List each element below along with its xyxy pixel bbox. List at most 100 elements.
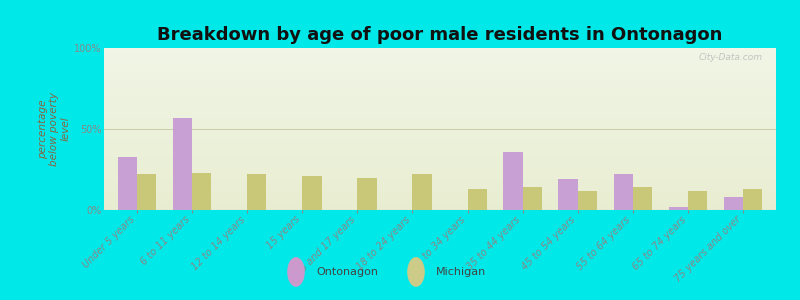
Bar xyxy=(104,191,776,192)
Bar xyxy=(104,92,776,93)
Bar xyxy=(743,189,762,210)
Bar xyxy=(104,59,776,60)
Y-axis label: percentage
below poverty
level: percentage below poverty level xyxy=(38,92,71,166)
Bar xyxy=(118,157,137,210)
Bar xyxy=(192,173,211,210)
Bar xyxy=(104,176,776,177)
Bar xyxy=(104,179,776,180)
Bar xyxy=(104,118,776,119)
Bar xyxy=(104,94,776,95)
Bar xyxy=(104,138,776,139)
Bar xyxy=(104,121,776,122)
Bar xyxy=(104,145,776,146)
Bar xyxy=(104,66,776,67)
Bar xyxy=(104,181,776,182)
Bar xyxy=(104,155,776,156)
Bar xyxy=(104,189,776,190)
Bar xyxy=(104,204,776,205)
Bar xyxy=(104,48,776,49)
Bar xyxy=(104,202,776,203)
Bar xyxy=(104,177,776,178)
Text: Ontonagon: Ontonagon xyxy=(316,267,378,277)
Bar xyxy=(104,117,776,118)
Bar xyxy=(104,197,776,198)
Bar xyxy=(104,184,776,185)
Bar xyxy=(104,65,776,66)
Bar xyxy=(104,185,776,186)
Bar xyxy=(104,104,776,105)
Bar xyxy=(104,126,776,127)
Bar xyxy=(104,114,776,115)
Bar xyxy=(104,160,776,161)
Bar xyxy=(104,71,776,72)
Bar xyxy=(104,72,776,73)
Bar xyxy=(104,190,776,191)
Bar xyxy=(104,198,776,199)
Bar xyxy=(104,178,776,179)
Bar xyxy=(104,139,776,140)
Bar xyxy=(104,54,776,55)
Bar xyxy=(104,82,776,83)
Bar xyxy=(104,57,776,58)
Bar xyxy=(104,76,776,77)
Bar xyxy=(669,207,688,210)
Bar xyxy=(104,122,776,123)
Bar xyxy=(503,152,522,210)
Title: Breakdown by age of poor male residents in Ontonagon: Breakdown by age of poor male residents … xyxy=(158,26,722,44)
Bar xyxy=(104,180,776,181)
Bar xyxy=(467,189,487,210)
Bar xyxy=(104,187,776,188)
Bar xyxy=(104,79,776,80)
Bar xyxy=(104,99,776,100)
Bar xyxy=(104,147,776,148)
Bar xyxy=(104,170,776,171)
Bar xyxy=(104,188,776,189)
Bar xyxy=(104,84,776,85)
Bar xyxy=(302,176,322,210)
Bar xyxy=(104,63,776,64)
Bar xyxy=(104,162,776,163)
Bar xyxy=(724,197,743,210)
Bar xyxy=(633,187,652,210)
Bar xyxy=(688,190,707,210)
Bar xyxy=(104,143,776,144)
Bar xyxy=(104,148,776,149)
Bar xyxy=(104,166,776,167)
Bar xyxy=(104,159,776,160)
Bar xyxy=(104,100,776,101)
Bar xyxy=(104,168,776,169)
Bar xyxy=(104,90,776,91)
Bar xyxy=(104,86,776,87)
Bar xyxy=(104,146,776,147)
Bar xyxy=(104,77,776,78)
Bar xyxy=(104,144,776,145)
Bar xyxy=(104,111,776,112)
Bar xyxy=(104,172,776,173)
Bar xyxy=(104,164,776,165)
Bar xyxy=(104,136,776,137)
Bar xyxy=(104,205,776,206)
Bar xyxy=(104,91,776,92)
Bar xyxy=(104,209,776,210)
Bar xyxy=(104,133,776,134)
Bar xyxy=(104,120,776,121)
Bar xyxy=(104,83,776,84)
Bar xyxy=(104,161,776,162)
Bar xyxy=(104,131,776,132)
Bar xyxy=(104,193,776,194)
Bar xyxy=(104,192,776,193)
Bar xyxy=(104,174,776,175)
Bar xyxy=(104,110,776,111)
Bar xyxy=(104,107,776,108)
Bar xyxy=(104,186,776,187)
Bar xyxy=(104,85,776,86)
Bar xyxy=(104,75,776,76)
Bar xyxy=(558,179,578,210)
Bar xyxy=(247,174,266,210)
Bar xyxy=(104,140,776,141)
Bar xyxy=(104,208,776,209)
Bar xyxy=(104,109,776,110)
Bar xyxy=(104,88,776,89)
Bar xyxy=(104,112,776,113)
Bar xyxy=(104,106,776,107)
